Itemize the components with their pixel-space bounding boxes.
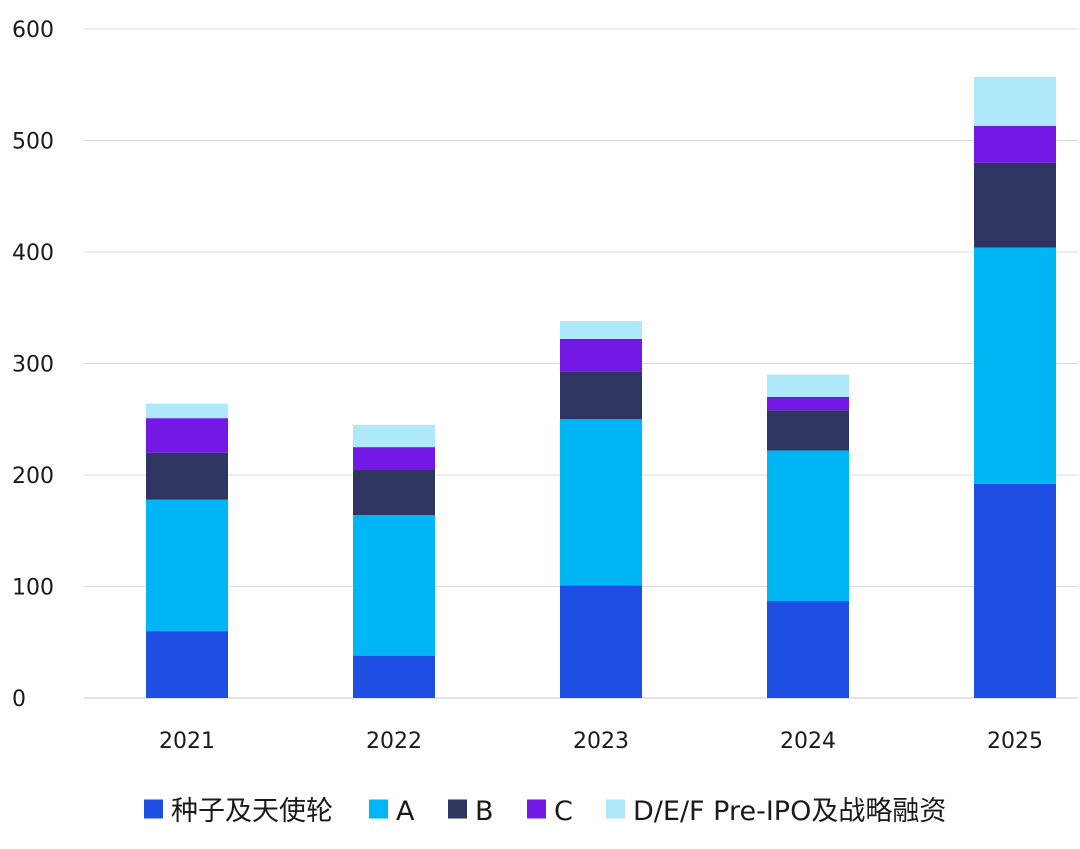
- bars-layer: [146, 76, 1056, 698]
- bar-segment-2021-series-2: [146, 452, 228, 500]
- y-axis-ticks: 0 100 200 300 400 500 600: [12, 18, 54, 712]
- legend-swatch-3: [527, 799, 546, 819]
- y-tick-label-0: 0: [12, 687, 26, 712]
- bar-segment-2025-series-4: [974, 76, 1056, 127]
- legend-swatch-4: [606, 799, 625, 819]
- legend-item-4: D/E/F Pre-IPO及战略融资: [606, 796, 946, 827]
- legend-item-3: C: [527, 796, 573, 827]
- bar-segment-2022-series-1: [353, 515, 435, 656]
- legend: 种子及天使轮 A B C D/E/F Pre-IPO及战略融资: [144, 796, 946, 827]
- x-tick-label-2024: 2024: [780, 729, 836, 754]
- bar-segment-2025-series-2: [974, 162, 1056, 248]
- legend-label-4: D/E/F Pre-IPO及战略融资: [633, 796, 946, 827]
- x-tick-label-2022: 2022: [366, 729, 422, 754]
- bar-segment-2024-series-3: [767, 396, 849, 411]
- y-tick-label-200: 200: [12, 464, 54, 489]
- y-tick-label-600: 600: [12, 18, 54, 43]
- legend-swatch-2: [448, 799, 467, 819]
- bar-segment-2025-series-1: [974, 247, 1056, 484]
- bar-segment-2024-series-4: [767, 374, 849, 397]
- x-tick-label-2023: 2023: [573, 729, 629, 754]
- bar-segment-2021-series-4: [146, 403, 228, 419]
- legend-label-1: A: [396, 796, 415, 827]
- x-tick-label-2021: 2021: [159, 729, 215, 754]
- legend-item-0: 种子及天使轮: [144, 796, 333, 827]
- bar-segment-2021-series-1: [146, 499, 228, 632]
- bar-segment-2022-series-2: [353, 469, 435, 516]
- bar-segment-2023-series-2: [560, 371, 642, 420]
- legend-item-2: B: [448, 796, 494, 827]
- bar-segment-2021-series-0: [146, 631, 228, 698]
- bar-segment-2022-series-3: [353, 447, 435, 470]
- legend-item-1: A: [369, 796, 415, 827]
- y-tick-label-400: 400: [12, 241, 54, 266]
- y-tick-label-100: 100: [12, 576, 54, 601]
- bar-segment-2023-series-3: [560, 338, 642, 372]
- bar-segment-2024-series-2: [767, 410, 849, 451]
- bar-segment-2025-series-0: [974, 483, 1056, 698]
- legend-swatch-1: [369, 799, 388, 819]
- legend-label-0: 种子及天使轮: [171, 796, 333, 827]
- bar-segment-2024-series-1: [767, 450, 849, 601]
- y-tick-label-500: 500: [12, 130, 54, 155]
- legend-label-2: B: [475, 796, 494, 827]
- bar-segment-2023-series-4: [560, 321, 642, 339]
- x-axis-ticks: 2021 2022 2023 2024 2025: [159, 729, 1043, 754]
- bar-segment-2023-series-0: [560, 585, 642, 698]
- bar-segment-2021-series-3: [146, 418, 228, 453]
- bar-segment-2022-series-0: [353, 655, 435, 698]
- bar-segment-2023-series-1: [560, 419, 642, 586]
- legend-label-3: C: [554, 796, 573, 827]
- bar-segment-2025-series-3: [974, 126, 1056, 163]
- legend-swatch-0: [144, 799, 163, 819]
- x-tick-label-2025: 2025: [987, 729, 1043, 754]
- y-tick-label-300: 300: [12, 353, 54, 378]
- bar-segment-2024-series-0: [767, 600, 849, 698]
- bar-segment-2022-series-4: [353, 424, 435, 448]
